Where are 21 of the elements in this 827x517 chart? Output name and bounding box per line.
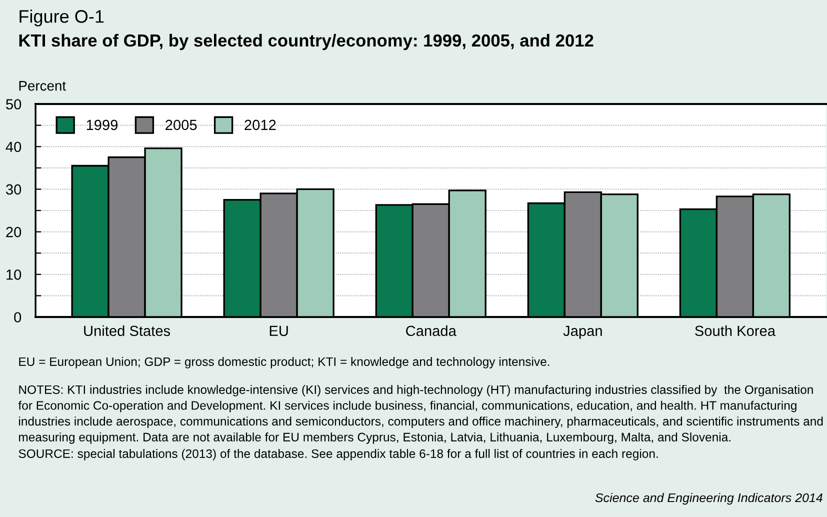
y-tick-label: 0 (14, 312, 22, 322)
y-tick-label: 50 (6, 99, 22, 110)
x-tick-label: South Korea (695, 325, 776, 336)
chart-title: Figure O-1 (20, 10, 104, 26)
legend-label: 2012 (244, 120, 276, 130)
x-tick-label: Canada (406, 325, 456, 336)
text: Science and Engineering Indicators 2014 (595, 493, 822, 505)
chart-subtitle: KTI share of GDP, by selected country/economy: 1999, 2005, and 2012 (19, 34, 594, 50)
text: NOTES: KTI industries include knowledge-intensive (KI) services and high-technology (HT) manufacturing industries classified by the Organisation for Economic Co-operation and Development. KI services include business, financial, communications, education, and health. HT manufacturing industries include aerospace, communications and semiconductors, computers and office machinery, pharmaceuticals, and scientific instruments and measuring equipment. Data are not available for EU members Cyprus, Estonia, Latvia, Lithuania, Luxembourg, Malta, and Slovenia. (18, 385, 823, 444)
y-axis-title: Percent (19, 81, 66, 91)
text: EU = European Union; GDP = gross domestic product; KTI = knowledge and technology intensive. (19, 357, 550, 368)
x-tick-label: Japan (563, 326, 602, 339)
x-tick-label: United States (84, 325, 170, 336)
x-tick-label: EU (270, 326, 288, 336)
source-note: SOURCE: special tabulations (2013) of the database. See appendix table 6-18 for a full list of countries in each region. (18, 449, 658, 460)
y-tick-label: 30 (6, 184, 22, 195)
y-tick-label: 40 (6, 142, 22, 152)
y-tick-label: 10 (6, 270, 22, 280)
y-tick-label: 20 (6, 226, 22, 238)
legend-label: 1999 (86, 120, 118, 130)
legend-label: 2005 (166, 120, 197, 130)
